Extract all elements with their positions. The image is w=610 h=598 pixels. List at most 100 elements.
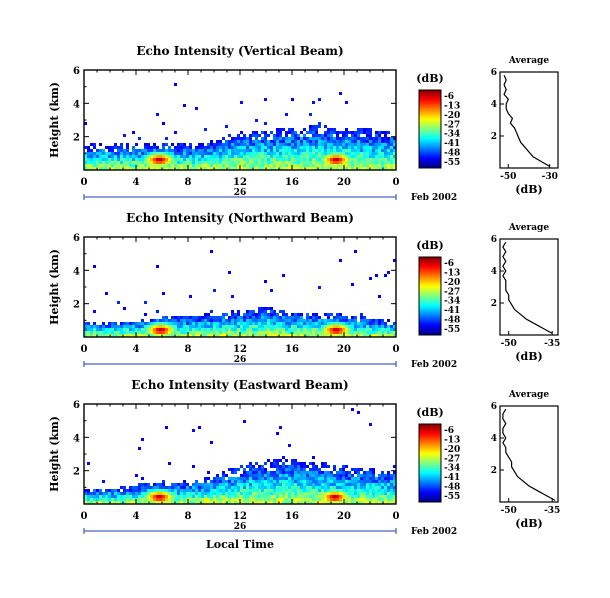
heatmap-cell	[198, 167, 201, 170]
heatmap-cell	[270, 158, 273, 161]
heatmap-cell	[201, 155, 204, 158]
heatmap-cell	[276, 489, 279, 492]
heatmap-cell	[258, 167, 261, 170]
heatmap-cell	[243, 492, 246, 495]
heatmap-cell	[375, 131, 378, 134]
heatmap-cell	[369, 137, 372, 140]
heatmap-cell	[195, 164, 198, 167]
heatmap-cell	[243, 489, 246, 492]
heatmap-cell	[189, 495, 192, 498]
heatmap-cell	[384, 492, 387, 495]
heatmap-cell	[198, 319, 201, 322]
heatmap-cell	[369, 471, 372, 474]
heatmap-cell	[234, 492, 237, 495]
heatmap-cell	[210, 164, 213, 167]
heatmap-cell	[105, 325, 108, 328]
heatmap-cell	[144, 149, 147, 152]
heatmap-cell	[216, 143, 219, 146]
heatmap-cell	[198, 334, 201, 337]
heatmap-cell	[117, 158, 120, 161]
heatmap-cell	[222, 158, 225, 161]
heatmap-cell	[237, 134, 240, 137]
heatmap-cell	[321, 477, 324, 480]
heatmap-cell	[228, 134, 231, 137]
heatmap-cell	[291, 316, 294, 319]
heatmap-cell	[336, 480, 339, 483]
heatmap-cell	[126, 158, 129, 161]
heatmap-cell	[306, 486, 309, 489]
heatmap-cell	[387, 328, 390, 331]
heatmap-cell	[240, 334, 243, 337]
heatmap-cell	[354, 331, 357, 334]
heatmap-cell	[108, 155, 111, 158]
heatmap-cell	[309, 143, 312, 146]
heatmap-cell	[345, 167, 348, 170]
heatmap-cell	[285, 155, 288, 158]
heatmap-cell	[120, 495, 123, 498]
heatmap-cell	[333, 155, 336, 158]
colorbar-swatch	[419, 127, 441, 130]
colorbar-swatch	[419, 333, 441, 336]
heatmap-cell	[255, 322, 258, 325]
heatmap-cell	[378, 492, 381, 495]
heatmap-cell	[150, 319, 153, 322]
heatmap-cell	[336, 155, 339, 158]
heatmap-cell	[243, 325, 246, 328]
heatmap-cell	[279, 489, 282, 492]
heatmap-cell	[117, 492, 120, 495]
heatmap-cell	[264, 483, 267, 486]
heatmap-cell	[192, 149, 195, 152]
heatmap-cell	[102, 328, 105, 331]
heatmap-cell	[246, 483, 249, 486]
heatmap-cell	[225, 480, 228, 483]
heatmap-cell	[357, 328, 360, 331]
heatmap-cell	[111, 489, 114, 492]
heatmap-cell	[93, 334, 96, 337]
heatmap-cell	[381, 486, 384, 489]
heatmap-cell	[126, 146, 129, 149]
heatmap-cell	[351, 283, 354, 286]
heatmap-cell	[285, 113, 288, 116]
heatmap-cell	[273, 462, 276, 465]
heatmap-cell	[303, 328, 306, 331]
heatmap-cell	[270, 489, 273, 492]
heatmap-cell	[102, 334, 105, 337]
heatmap-cell	[270, 328, 273, 331]
colorbar-swatch	[419, 425, 441, 429]
heatmap-cell	[141, 164, 144, 167]
heatmap-cell	[309, 334, 312, 337]
heatmap-cell	[297, 501, 300, 504]
heatmap-cell	[357, 164, 360, 167]
heatmap-cell	[321, 322, 324, 325]
heatmap-cell	[297, 334, 300, 337]
heatmap-cell	[342, 477, 345, 480]
heatmap-cell	[240, 146, 243, 149]
heatmap-cell	[369, 146, 372, 149]
heatmap-cell	[195, 316, 198, 319]
heatmap-cell	[312, 322, 315, 325]
heatmap-cell	[141, 325, 144, 328]
heatmap-cell	[222, 146, 225, 149]
heatmap-cell	[339, 322, 342, 325]
heatmap-cell	[270, 131, 273, 134]
colorbar-swatch	[419, 468, 441, 472]
heatmap-cell	[282, 477, 285, 480]
heatmap-cell	[318, 155, 321, 158]
heatmap-cell	[126, 501, 129, 504]
heatmap-cell	[348, 137, 351, 140]
x-tick-label: 16	[285, 177, 299, 188]
heatmap-cell	[105, 152, 108, 155]
heatmap-cell	[258, 498, 261, 501]
heatmap-cell	[144, 486, 147, 489]
y-tick-label: 4	[73, 433, 80, 444]
heatmap-cell	[240, 501, 243, 504]
heatmap-cell	[231, 495, 234, 498]
panel-title: Echo Intensity (Eastward Beam)	[131, 378, 348, 392]
heatmap-cell	[120, 149, 123, 152]
heatmap-cell	[261, 316, 264, 319]
heatmap-cell	[138, 137, 141, 140]
heatmap-cell	[288, 331, 291, 334]
heatmap-cell	[372, 161, 375, 164]
heatmap-cell	[186, 325, 189, 328]
heatmap-cell	[324, 313, 327, 316]
